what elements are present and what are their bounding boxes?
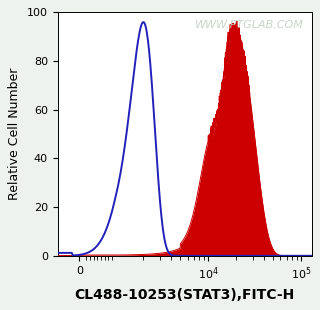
X-axis label: CL488-10253(STAT3),FITC-H: CL488-10253(STAT3),FITC-H [75,288,295,302]
Text: WWW.PTGLAB.COM: WWW.PTGLAB.COM [195,20,304,30]
Y-axis label: Relative Cell Number: Relative Cell Number [8,68,21,200]
